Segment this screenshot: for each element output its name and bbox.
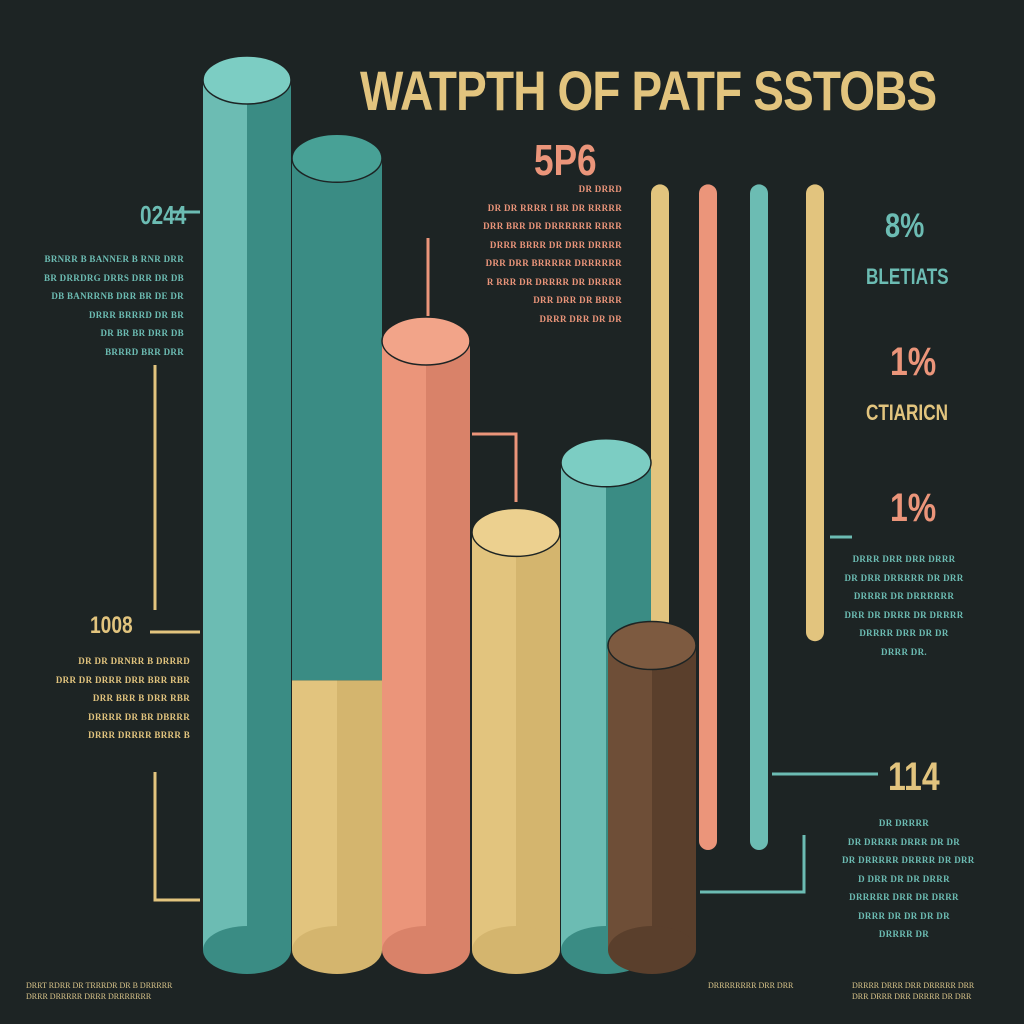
- footer-line: DRRR DRRRRR DRRR DRRRRRRR: [26, 992, 152, 1001]
- annotation-value-a1: 0244: [140, 200, 187, 230]
- annotation-value-a4: 8%: [885, 207, 925, 245]
- annotation-value-a5: 1%: [890, 340, 937, 384]
- column-5-segment-1-left: [561, 462, 606, 950]
- blurb-line: BRNRR B BANNER B RNR DRR: [44, 254, 184, 264]
- blurb-line: DRRR DRRRR BRRR B: [88, 730, 190, 740]
- connector-line-3: [153, 772, 200, 902]
- column-2-segment-2-left: [292, 158, 337, 681]
- column-4-cap: [471, 507, 561, 558]
- blurb-line: DRRR DRR DR DR: [539, 313, 622, 324]
- blurb-line: DR DRR DRRRRR DR DRR: [844, 572, 964, 583]
- annotation-value-a6: 1%: [890, 486, 937, 530]
- blurb-line: DRR DR DRRR DR DRRRR: [844, 609, 964, 620]
- column-2-segment-1-left: [292, 680, 337, 950]
- blurb-line: BRRRD BRR DRR: [105, 346, 184, 357]
- blurb-line: DRRR DRR DRR DRRR: [852, 554, 956, 564]
- column-2-cap: [291, 133, 383, 184]
- column-1-segment-1-left: [203, 80, 247, 950]
- column-2-segment-2-right: [337, 158, 382, 681]
- blurb-left-top: BRNRR B BANNER B RNR DRR BR DRRDRG DRRS …: [34, 250, 184, 361]
- column-6-cap: [607, 620, 697, 671]
- column-4-segment-1-left: [472, 532, 516, 950]
- column-1-segment-1-right: [247, 80, 291, 950]
- blurb-line: DR DR RRRR I BR DR RRRRR: [487, 202, 622, 213]
- blurb-line: DR DRRRR DRRR DR DR: [847, 836, 961, 847]
- blurb-line: DRR BRR DR DRRRRRR RRRR: [483, 221, 622, 231]
- column-2-bottom: [292, 926, 382, 974]
- column-4-segment-1-right: [516, 532, 560, 950]
- column-3-bottom: [382, 926, 470, 974]
- footer-line: DRRT RDRR DR TRRRDR DR B DRRRRR: [26, 981, 173, 990]
- blurb-line: DRR DRR DR BRRR: [533, 295, 622, 305]
- column-1-cap: [202, 55, 292, 105]
- blurb-left-bottom: DR DR DRNRR B DRRRD DRR DR DRRR DRR BRR …: [40, 652, 190, 745]
- footer-right: DRRRR DRRR DRR DRRRRR DRR DRR DRRR DRR D…: [852, 980, 974, 1002]
- column-6-segment-1-left: [608, 645, 652, 950]
- footer-line: DRRRRRRRR DRR DRR: [708, 981, 794, 990]
- annotation-value-a3: 5P6: [534, 136, 597, 185]
- annotation-value-a2: 1008: [90, 612, 133, 639]
- blurb-line: DRRRR DR: [878, 929, 930, 939]
- blurb-line: DRR DRR BRRRRR DRRRRRR: [485, 258, 622, 268]
- blurb-line: D DRR DR DR DRRR: [858, 873, 950, 884]
- footer-line: DRR DRRR DRR DRRRR DR DRR: [852, 992, 972, 1001]
- blurb-right-bottom: DR DRRRR DR DRRRR DRRR DR DR DR DRRRRR D…: [842, 814, 975, 944]
- blurb-line: BR DRRDRG DRRS DRR DR DB: [44, 272, 184, 283]
- column-3-cap: [381, 316, 471, 366]
- connector-line-9: [700, 835, 806, 894]
- thin-bar-4: [806, 184, 824, 642]
- blurb-line: DR DRRRRR DRRRR DR DRR: [842, 855, 975, 865]
- blurb-line: DR DRRRR: [878, 818, 930, 828]
- column-4-bottom: [472, 926, 560, 974]
- column-5-cap: [560, 438, 652, 488]
- chart-title: WATPTH OF PATF SSTOBS: [360, 59, 937, 122]
- blurb-line: DR BR BR DRR DB: [100, 328, 184, 338]
- blurb-line: DRRR DR.: [881, 646, 927, 657]
- column-6-bottom: [608, 926, 696, 974]
- thin-bar-2: [699, 184, 717, 850]
- footer-left: DRRT RDRR DR TRRRDR DR B DRRRRR DRRR DRR…: [26, 980, 172, 1002]
- column-1-bottom: [203, 926, 291, 974]
- blurb-line: DRRR BRRRD DR BR: [88, 309, 184, 320]
- column-2-segment-1-right: [337, 680, 382, 950]
- column-3-segment-1-left: [382, 341, 426, 950]
- annotation-label-a5: CTIARICN: [866, 400, 948, 425]
- column-3-segment-1-right: [426, 341, 470, 950]
- blurb-line: DRRR DR DR DR DR: [858, 910, 950, 921]
- blurb-line: DRRRR DR BR DBRRR: [88, 711, 190, 722]
- blurb-line: DR DR DRNRR B DRRRD: [78, 656, 190, 666]
- blurb-line: DR DRRD: [578, 184, 622, 194]
- blurb-line: R RRR DR DRRRR DR DRRRR: [486, 276, 622, 287]
- thin-bar-1: [651, 184, 669, 746]
- footer-line: DRRRR DRRR DRR DRRRRR DRR: [852, 981, 975, 990]
- blurb-line: DRRRR DRR DR DR: [859, 628, 949, 638]
- annotation-label-a4: BLETIATS: [866, 264, 949, 289]
- blurb-line: DB BANRRNB DRR BR DE DR: [51, 291, 184, 301]
- column-6-segment-1-right: [652, 645, 696, 950]
- blurb-line: DRRRR DR DRRRRRR: [853, 591, 955, 601]
- blurb-line: DRRR BRRR DR DRR DRRRR: [489, 239, 622, 250]
- blurb-center-top: DR DRRD DR DR RRRR I BR DR RRRRR DRR BRR…: [452, 180, 622, 328]
- connector-line-6: [472, 432, 518, 502]
- footer-middle: DRRRRRRRR DRR DRR: [708, 980, 793, 991]
- annotation-value-a7: 114: [888, 755, 940, 799]
- blurb-right-middle: DRRR DRR DRR DRRR DR DRR DRRRRR DR DRR D…: [842, 550, 966, 661]
- blurb-line: DRR DR DRRR DRR BRR RBR: [55, 674, 190, 685]
- blurb-line: DRR BRR B DRR RBR: [92, 693, 190, 703]
- thin-bar-3: [750, 184, 768, 850]
- blurb-line: DRRRRR DRR DR DRRR: [849, 892, 959, 902]
